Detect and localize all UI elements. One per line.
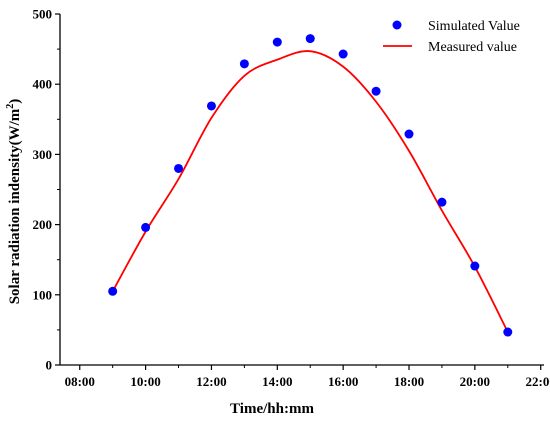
axes	[55, 13, 544, 370]
y-tick-label: 200	[33, 217, 53, 232]
y-axis-title-superscript: 2	[5, 104, 16, 109]
x-tick-label: 18:00	[394, 374, 424, 389]
legend-marker-simulated	[392, 20, 402, 30]
x-tick-label: 10:00	[130, 374, 160, 389]
y-tick-label: 0	[46, 358, 53, 373]
series-layer	[108, 34, 513, 337]
simulated-point	[206, 101, 216, 111]
simulated-point	[174, 163, 184, 173]
simulated-point	[239, 59, 249, 69]
y-tick-label: 300	[33, 147, 53, 162]
x-tick-label: 16:00	[328, 374, 358, 389]
x-tick-labels: 08:00 10:00 12:00 14:00 16:00 18:00 20:00 22:00	[65, 374, 550, 389]
simulated-point	[404, 129, 414, 139]
series-line-measured	[111, 50, 509, 333]
x-tick-label: 14:00	[262, 374, 292, 389]
simulated-point	[437, 197, 447, 207]
y-axis-title: Solar radiation indensity(W/m2)	[5, 99, 23, 305]
x-tick-label: 08:00	[65, 374, 95, 389]
y-tick-label: 100	[33, 287, 53, 302]
simulated-point	[108, 286, 118, 296]
simulated-point	[305, 34, 315, 44]
y-axis-title-main: Solar radiation indensity(W/m	[7, 108, 23, 304]
simulated-point	[470, 261, 480, 271]
x-axis-title: Time/hh:mm	[230, 401, 314, 417]
simulated-point	[338, 49, 348, 59]
simulated-point	[272, 37, 282, 47]
legend-label-simulated: Simulated Value	[428, 19, 520, 34]
simulated-point	[371, 86, 381, 96]
y-axis-title-close: )	[7, 99, 23, 104]
y-tick-label: 400	[33, 77, 53, 92]
y-tick-label: 500	[33, 7, 53, 22]
simulated-point	[141, 222, 151, 232]
x-tick-label: 22:00	[526, 374, 550, 389]
simulated-point	[503, 327, 513, 337]
legend: Simulated Value Measured value	[383, 19, 520, 55]
x-tick-label: 12:00	[196, 374, 226, 389]
x-tick-label: 20:00	[460, 374, 490, 389]
y-tick-labels: 0 100 200 300 400 500	[33, 7, 53, 373]
legend-label-measured: Measured value	[428, 40, 517, 55]
